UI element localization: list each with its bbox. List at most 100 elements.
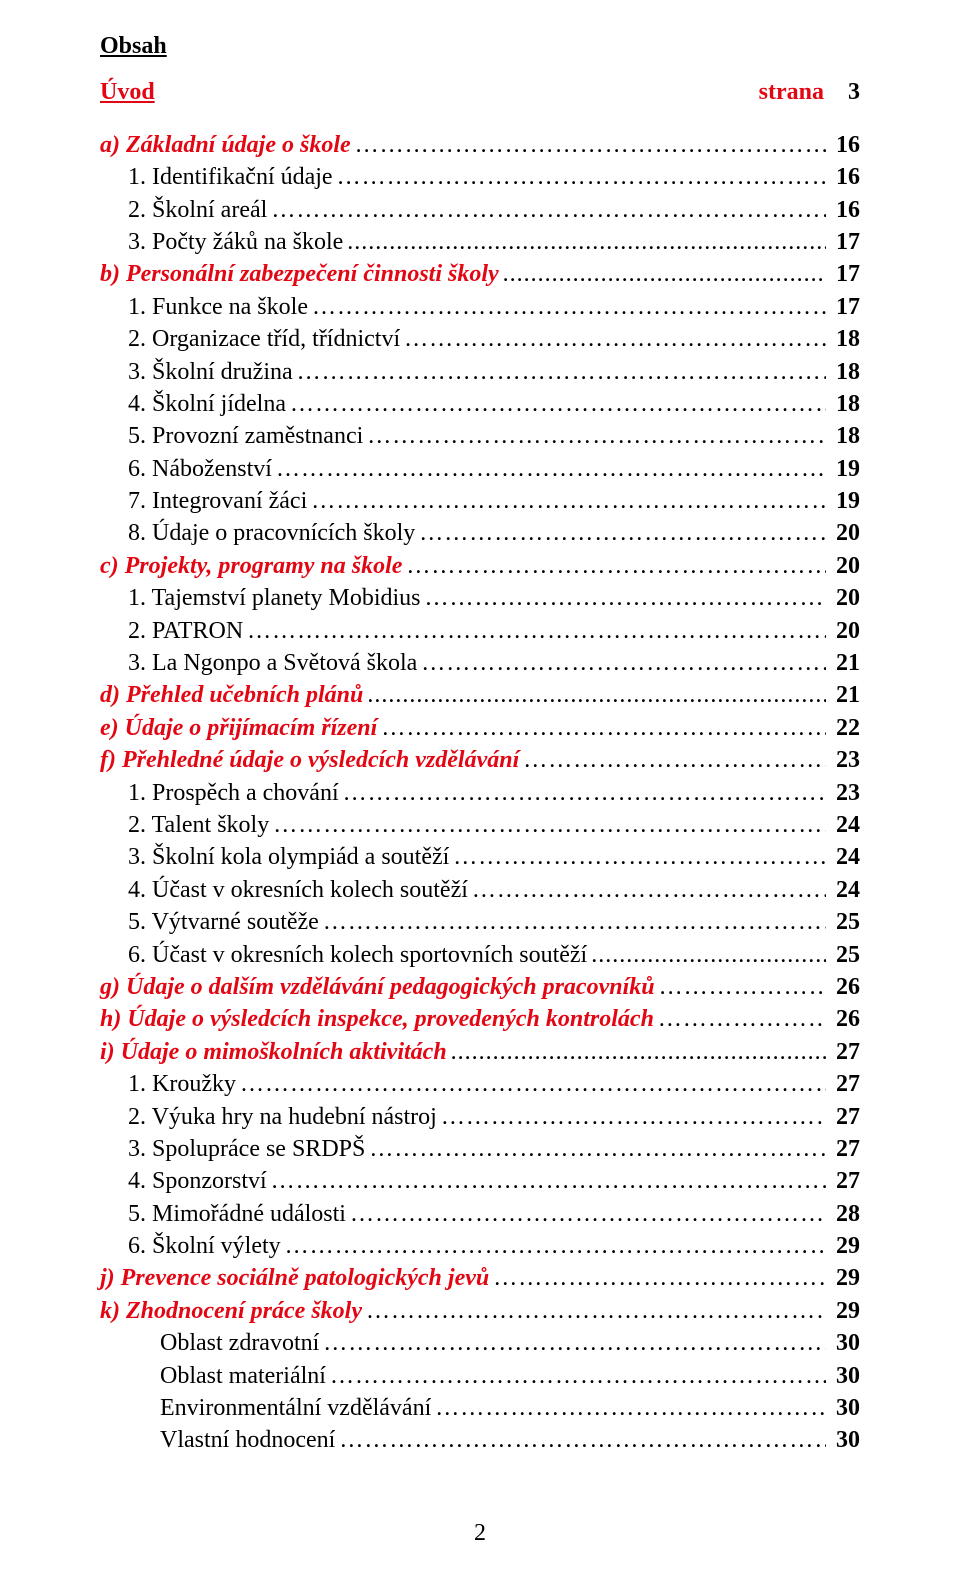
toc-item-text: Oblast materiální: [160, 1360, 326, 1392]
toc-item-text: 6. Náboženství: [128, 453, 272, 485]
toc-line: 2. Výuka hry na hudební nástroj27: [100, 1101, 860, 1133]
toc-line: 2. PATRON20: [100, 615, 860, 647]
toc-line: c) Projekty, programy na škole 20: [100, 550, 860, 582]
toc-item-text: 6. Školní výlety: [128, 1230, 281, 1262]
toc-line: 3. La Ngonpo a Světová škola 21: [100, 647, 860, 679]
toc-item-text: 1. Kroužky: [128, 1068, 236, 1100]
toc-leader: [365, 1133, 826, 1165]
toc-leader: [333, 161, 826, 193]
toc-page-number: 20: [826, 550, 860, 582]
toc-leader: [286, 388, 826, 420]
toc-line: i) Údaje o mimoškolních aktivitách27: [100, 1036, 860, 1068]
toc-item-text: 4. Účast v okresních kolech soutěží: [128, 874, 468, 906]
toc-page-number: 25: [826, 939, 860, 971]
toc-line: 6. Účast v okresních kolech sportovních …: [100, 939, 860, 971]
toc-line: j) Prevence sociálně patologických jevů 2…: [100, 1262, 860, 1294]
toc-page-number: 23: [826, 744, 860, 776]
toc-leader: [489, 1262, 826, 1294]
toc-section-text: j) Prevence sociálně patologických jevů: [100, 1262, 489, 1294]
intro-page: 3: [848, 79, 860, 105]
toc-page-number: 26: [826, 971, 860, 1003]
toc-page-number: 29: [826, 1230, 860, 1262]
toc-leader: [267, 194, 826, 226]
toc-title: Obsah: [100, 33, 167, 59]
toc-line: 2. Talent školy24: [100, 809, 860, 841]
document-page: Obsah Úvod strana 3 a) Základní údaje o …: [0, 0, 960, 1589]
toc-item-text: 4. Sponzorství: [128, 1165, 267, 1197]
toc-line: 2. Organizace tříd, třídnictví18: [100, 323, 860, 355]
toc-page-number: 29: [826, 1262, 860, 1294]
toc-page-number: 22: [826, 712, 860, 744]
toc-page-number: 27: [826, 1036, 860, 1068]
toc-leader: [363, 420, 826, 452]
toc-page-number: 24: [826, 874, 860, 906]
toc-leader: [267, 1165, 826, 1197]
page-footer-number: 2: [100, 1517, 860, 1549]
toc-item-text: 1. Identifikační údaje: [128, 161, 333, 193]
toc-item-text: 3. Školní družina: [128, 356, 293, 388]
toc-leader: [362, 1295, 826, 1327]
toc-line: 6. Školní výlety 29: [100, 1230, 860, 1262]
toc-section-text: c) Projekty, programy na škole: [100, 550, 402, 582]
toc-section-text: h) Údaje o výsledcích inspekce, proveden…: [100, 1003, 654, 1035]
toc-page-number: 26: [826, 1003, 860, 1035]
toc-item-text: 5. Mimořádné události: [128, 1198, 346, 1230]
toc-leader: [351, 129, 826, 161]
toc-line: 3. Spolupráce se SRDPŠ27: [100, 1133, 860, 1165]
toc-item-text: 3. Počty žáků na škole: [128, 226, 343, 258]
toc-leader: [243, 615, 826, 647]
toc-item-text: 2. Organizace tříd, třídnictví: [128, 323, 400, 355]
toc-line: f) Přehledné údaje o výsledcích vzdělává…: [100, 744, 860, 776]
toc-line: 3. Počty žáků na škole 17: [100, 226, 860, 258]
toc-page-number: 20: [826, 582, 860, 614]
toc-page-number: 16: [826, 129, 860, 161]
toc-line: e) Údaje o přijímacím řízení 22: [100, 712, 860, 744]
toc-line: Environmentální vzdělávání30: [100, 1392, 860, 1424]
toc-item-text: 2. Školní areál: [128, 194, 267, 226]
toc-page-number: 21: [826, 647, 860, 679]
toc-item-text: 7. Integrovaní žáci: [128, 485, 307, 517]
toc-section-text: a) Základní údaje o škole: [100, 129, 351, 161]
intro-mid-label: strana: [759, 79, 824, 105]
toc-leader: [421, 582, 826, 614]
toc-item-text: 3. Školní kola olympiád a soutěží: [128, 841, 449, 873]
toc-leader: [499, 258, 826, 290]
toc-line: 6. Náboženství 19: [100, 453, 860, 485]
toc-line: d) Přehled učebních plánů 21: [100, 679, 860, 711]
toc-line: 1. Kroužky27: [100, 1068, 860, 1100]
toc-leader: [293, 356, 826, 388]
toc-page-number: 16: [826, 194, 860, 226]
toc-container: a) Základní údaje o škole161. Identifika…: [100, 129, 860, 1457]
toc-line: 1. Funkce na škole17: [100, 291, 860, 323]
toc-item-text: Oblast zdravotní: [160, 1327, 319, 1359]
toc-line: 5. Mimořádné události28: [100, 1198, 860, 1230]
toc-leader: [308, 291, 826, 323]
toc-leader: [417, 647, 826, 679]
toc-leader: [343, 226, 826, 258]
toc-leader: [319, 1327, 826, 1359]
toc-page-number: 19: [826, 453, 860, 485]
toc-line: 4. Účast v okresních kolech soutěží 24: [100, 874, 860, 906]
toc-leader: [281, 1230, 826, 1262]
toc-leader: [519, 744, 826, 776]
toc-page-number: 21: [826, 679, 860, 711]
toc-leader: [307, 485, 826, 517]
intro-row: Úvod strana 3: [100, 76, 860, 108]
toc-line: 1. Identifikační údaje16: [100, 161, 860, 193]
toc-page-number: 17: [826, 291, 860, 323]
toc-page-number: 17: [826, 226, 860, 258]
toc-leader: [319, 906, 826, 938]
toc-leader: [415, 517, 826, 549]
toc-section-text: d) Přehled učebních plánů: [100, 679, 363, 711]
toc-item-text: 3. Spolupráce se SRDPŠ: [128, 1133, 365, 1165]
toc-item-text: Vlastní hodnocení: [160, 1424, 335, 1456]
toc-section-text: e) Údaje o přijímacím řízení: [100, 712, 377, 744]
toc-item-text: 3. La Ngonpo a Světová škola: [128, 647, 417, 679]
toc-item-text: 1. Tajemství planety Mobidius: [128, 582, 421, 614]
toc-item-text: Environmentální vzdělávání: [160, 1392, 431, 1424]
toc-leader: [468, 874, 826, 906]
toc-leader: [447, 1036, 826, 1068]
toc-line: 4. Sponzorství27: [100, 1165, 860, 1197]
toc-section-text: k) Zhodnocení práce školy: [100, 1295, 362, 1327]
toc-item-text: 2. PATRON: [128, 615, 243, 647]
